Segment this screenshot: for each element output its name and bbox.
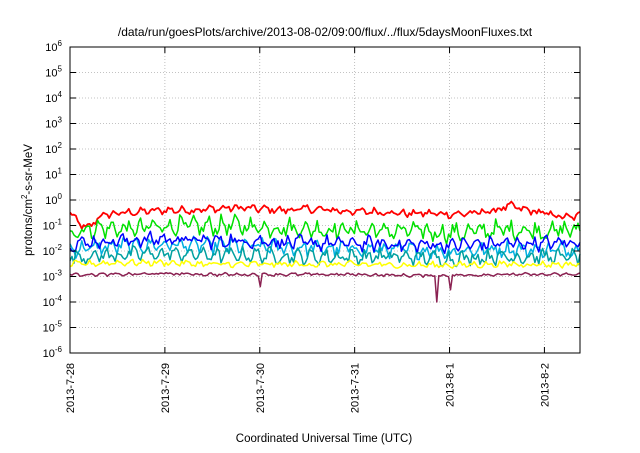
series-line	[69, 230, 581, 255]
y-tick-label: 10-2	[43, 243, 63, 258]
series-line	[69, 258, 581, 269]
y-axis: 10-6 10-5 10-4 10-3 10-2 10-1 100 101 102 103 104 1…	[43, 39, 580, 360]
x-tick-label: 2013-8-2	[539, 363, 551, 407]
series-line	[69, 235, 581, 261]
y-tick-label: 102	[45, 141, 62, 156]
x-tick-label: 2013-7-30	[255, 363, 267, 413]
y-axis-label-base: protons/cm	[23, 199, 35, 256]
grid-layer	[69, 47, 580, 353]
series-line	[69, 200, 581, 230]
y-tick-label: 10-5	[43, 320, 63, 335]
y-tick-label: 105	[45, 65, 62, 80]
y-tick-label: 10-4	[43, 294, 63, 309]
y-tick-label: 106	[45, 39, 62, 54]
x-tick-label: 2013-7-29	[160, 363, 172, 413]
y-tick-label: 103	[45, 116, 62, 131]
y-tick-label: 101	[45, 167, 62, 182]
x-tick-label: 2013-7-28	[65, 363, 77, 413]
y-axis-label-sup: 2	[20, 194, 29, 199]
series-layer	[69, 200, 581, 303]
x-tick-label: 2013-8-1	[445, 363, 457, 407]
y-tick-label: 10-1	[43, 218, 63, 233]
y-tick-label: 104	[45, 90, 62, 105]
x-axis-label: Coordinated Universal Time (UTC)	[236, 433, 413, 445]
x-tick-label: 2013-7-31	[350, 363, 362, 413]
chart-title: /data/run/goesPlots/archive/2013-08-02/0…	[118, 25, 533, 39]
y-tick-label: 10-6	[43, 345, 63, 360]
y-tick-label: 10-3	[43, 269, 63, 284]
x-axis: 2013-7-28 2013-7-29 2013-7-30 2013-7-31 2013…	[65, 47, 551, 413]
y-axis-label: protons/cm2-s-sr-MeV	[20, 144, 35, 256]
y-axis-label-rest: -s-sr-MeV	[23, 144, 35, 195]
series-line	[69, 213, 581, 245]
y-tick-label: 100	[45, 192, 62, 207]
series-line	[69, 245, 581, 268]
series-line	[69, 271, 581, 303]
